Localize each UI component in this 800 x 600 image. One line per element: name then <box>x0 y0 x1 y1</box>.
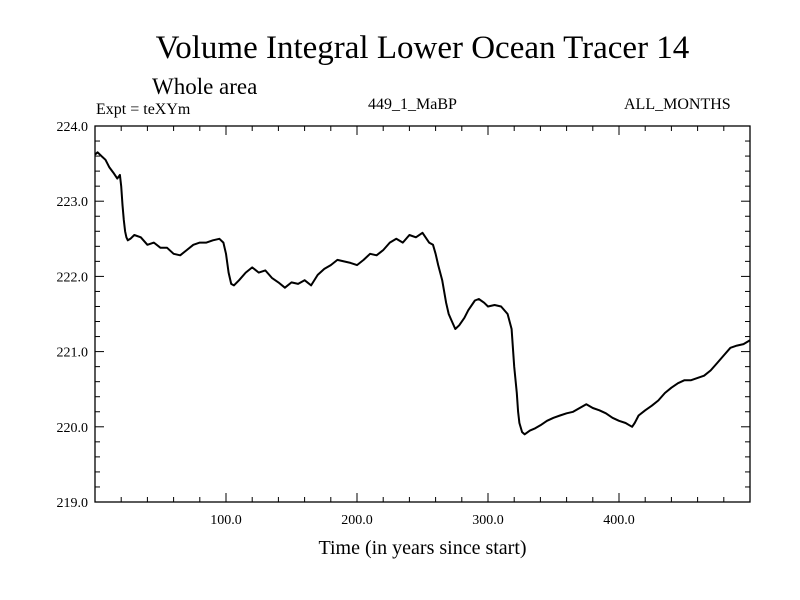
chart-title: Volume Integral Lower Ocean Tracer 14 <box>155 30 690 66</box>
chart-subtitle: Whole area <box>152 74 258 99</box>
series-layer <box>94 151 751 436</box>
months-label: ALL_MONTHS <box>624 96 731 113</box>
y-tick-label: 224.0 <box>57 120 89 135</box>
y-tick-label: 220.0 <box>57 421 89 436</box>
y-tick-label: 222.0 <box>57 270 89 285</box>
experiment-label: Expt = teXYm <box>96 101 191 118</box>
x-axis-label: Time (in years since start) <box>318 537 527 559</box>
y-tick-label: 221.0 <box>57 346 89 361</box>
x-tick-label: 400.0 <box>603 513 635 528</box>
plot-frame <box>94 125 751 503</box>
y-tick-label: 223.0 <box>57 195 89 210</box>
axes: 100.0 200.0 300.0 400.0 219.0 220.0 221.0 222.0… <box>57 120 751 528</box>
x-tick-label: 200.0 <box>341 513 373 528</box>
x-tick-label: 100.0 <box>210 513 242 528</box>
series-line <box>94 151 751 436</box>
period-label: 449_1_MaBP <box>368 96 457 113</box>
x-tick-label: 300.0 <box>472 513 504 528</box>
y-tick-label: 219.0 <box>57 496 89 511</box>
